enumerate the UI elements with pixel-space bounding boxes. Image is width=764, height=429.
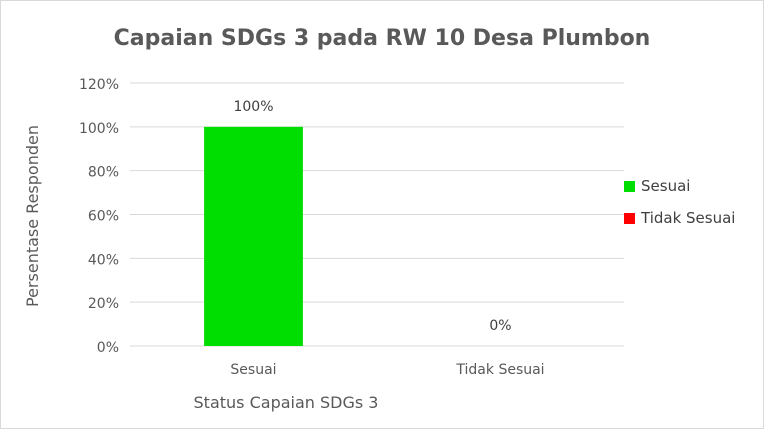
y-tick-label: 60% [88,209,119,225]
data-label-sesuai: 100% [233,99,273,115]
x-axis-label: Status Capaian SDGs 3 [194,393,379,412]
x-tick-labels: Sesuai Tidak Sesuai [230,362,544,378]
y-tick-label: 20% [88,296,119,312]
y-tick-label: 80% [88,165,119,181]
bar-sesuai [204,126,303,346]
legend: Sesuai Tidak Sesuai [624,177,735,241]
y-tick-labels: 0% 20% 40% 60% 80% 100% 120% [79,77,119,356]
chart-title: Capaian SDGs 3 pada RW 10 Desa Plumbon [113,26,651,51]
y-tick-label: 120% [79,77,119,93]
data-labels: 100% 0% [233,99,511,334]
x-tick-label-sesuai: Sesuai [230,362,276,378]
legend-swatch-tidak-sesuai [624,212,635,224]
legend-label-sesuai: Sesuai [641,177,691,195]
x-tick-label-tidak-sesuai: Tidak Sesuai [455,362,544,378]
y-tick-label: 40% [88,252,119,268]
legend-swatch-sesuai [624,180,635,192]
bars [204,126,303,346]
data-label-tidak-sesuai: 0% [489,318,511,334]
y-tick-label: 100% [79,121,119,137]
legend-item-tidak-sesuai: Tidak Sesuai [624,209,735,227]
y-axis-label: Persentase Responden [23,125,42,307]
y-tick-label: 0% [97,340,119,356]
legend-item-sesuai: Sesuai [624,177,735,195]
legend-label-tidak-sesuai: Tidak Sesuai [641,209,736,227]
